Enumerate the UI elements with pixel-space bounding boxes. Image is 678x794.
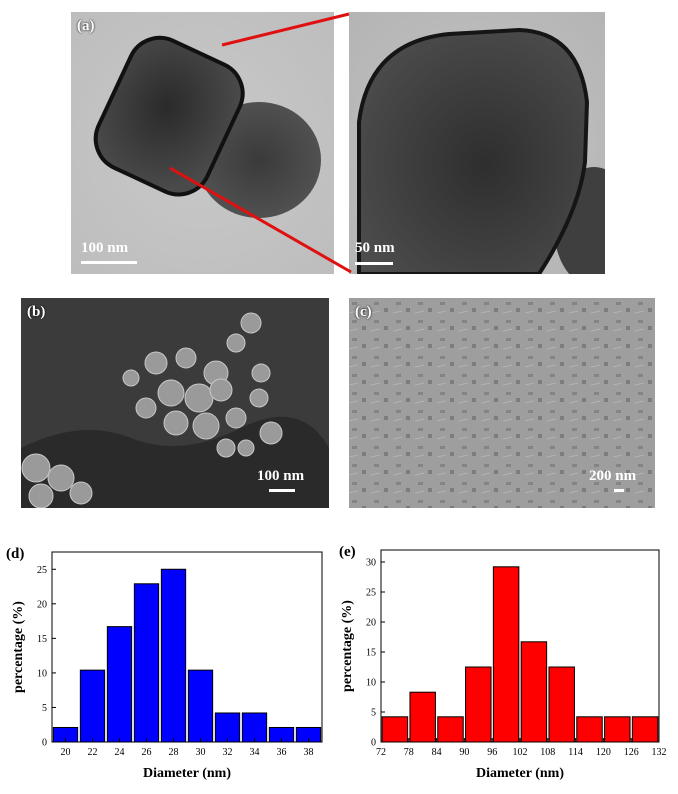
bar-e-1 xyxy=(409,691,436,743)
bar-d-5 xyxy=(187,669,214,743)
panel-label-c: (c) xyxy=(355,304,372,320)
scale-bar-label-a-right: 50 nm xyxy=(355,240,395,256)
x-tick-label: 36 xyxy=(277,747,287,758)
x-tick-label: 132 xyxy=(652,747,667,758)
x-tick-label: 24 xyxy=(115,747,125,758)
scale-bar-a-right xyxy=(355,262,393,265)
bar-e-9 xyxy=(631,716,659,743)
x-tick-label: 22 xyxy=(88,747,98,758)
x-tick-label: 90 xyxy=(459,747,469,758)
plot-frame xyxy=(51,551,323,743)
x-tick-label: 96 xyxy=(487,747,497,758)
y-tick-label: 20 xyxy=(37,599,47,610)
bar-e-6 xyxy=(548,666,575,743)
y-tick-label: 30 xyxy=(366,558,376,569)
particle-zoom xyxy=(357,27,590,274)
tem-image-a-right: 50 nm xyxy=(349,12,605,274)
y-tick-label: 10 xyxy=(366,678,376,689)
x-tick-label: 126 xyxy=(624,747,639,758)
scale-bar-label-c: 200 nm xyxy=(589,468,637,484)
panel-label-b: (b) xyxy=(27,304,46,320)
y-tick-label: 10 xyxy=(37,668,47,679)
y-tick-label: 0 xyxy=(371,738,376,749)
bar-e-7 xyxy=(576,716,603,743)
bar-e-8 xyxy=(604,716,631,743)
y-tick-label: 5 xyxy=(42,703,47,714)
bar-d-2 xyxy=(106,626,133,743)
x-tick-label: 30 xyxy=(196,747,206,758)
x-axis-label: Diameter (nm) xyxy=(476,766,564,781)
tem-image-a-left: (a) 100 nm xyxy=(71,12,334,274)
y-axis-label: percentage (%) xyxy=(11,601,26,693)
x-tick-label: 32 xyxy=(223,747,233,758)
panel-label: (d) xyxy=(6,546,24,562)
bar-e-5 xyxy=(520,641,548,743)
panel-label: (e) xyxy=(339,544,356,560)
x-tick-label: 102 xyxy=(513,747,528,758)
bar-e-2 xyxy=(437,716,464,743)
scale-bar-b xyxy=(269,489,295,492)
scale-bar-c xyxy=(614,489,624,492)
x-tick-label: 72 xyxy=(376,747,386,758)
y-tick-label: 15 xyxy=(366,648,376,659)
bar-e-4 xyxy=(492,566,520,743)
bar-d-3 xyxy=(133,583,160,743)
bar-d-1 xyxy=(79,669,106,743)
y-tick-label: 0 xyxy=(42,738,47,749)
x-tick-label: 120 xyxy=(596,747,611,758)
x-tick-label: 78 xyxy=(404,747,414,758)
x-tick-label: 20 xyxy=(61,747,71,758)
bar-e-3 xyxy=(465,666,492,743)
x-tick-label: 28 xyxy=(169,747,179,758)
histogram-e: 72 78 84 90 96 102 108 114 120 126 132 0 5 10 15 20 25 30… xyxy=(339,544,667,781)
bar-d-4 xyxy=(160,568,187,743)
x-tick-label: 114 xyxy=(568,747,583,758)
x-tick-label: 26 xyxy=(142,747,152,758)
bar-d-7 xyxy=(241,712,268,743)
y-tick-label: 25 xyxy=(366,588,376,599)
sem-image-b: (b) 100 nm xyxy=(21,298,329,508)
y-tick-label: 15 xyxy=(37,634,47,645)
particle-rectangular xyxy=(93,35,245,197)
scale-bar-label-b: 100 nm xyxy=(257,468,305,484)
x-tick-label: 38 xyxy=(304,747,314,758)
histogram-d: 20 22 24 26 28 30 32 34 36 38 0 5 10 15 20 25 Diameter (… xyxy=(6,546,323,781)
scale-bar-label-a-left: 100 nm xyxy=(81,240,129,256)
x-tick-label: 84 xyxy=(432,747,442,758)
bar-e-0 xyxy=(381,716,409,743)
y-tick-label: 5 xyxy=(371,708,376,719)
y-tick-label: 25 xyxy=(37,565,47,576)
x-axis-label: Diameter (nm) xyxy=(143,766,231,781)
y-tick-label: 20 xyxy=(366,618,376,629)
scale-bar-a-left xyxy=(81,261,137,264)
x-tick-label: 108 xyxy=(540,747,555,758)
y-axis-label: percentage (%) xyxy=(340,600,355,692)
x-tick-label: 34 xyxy=(250,747,260,758)
sem-image-c: (c) 200 nm xyxy=(349,298,655,508)
bar-d-6 xyxy=(214,712,241,743)
panel-label-a: (a) xyxy=(77,18,95,34)
